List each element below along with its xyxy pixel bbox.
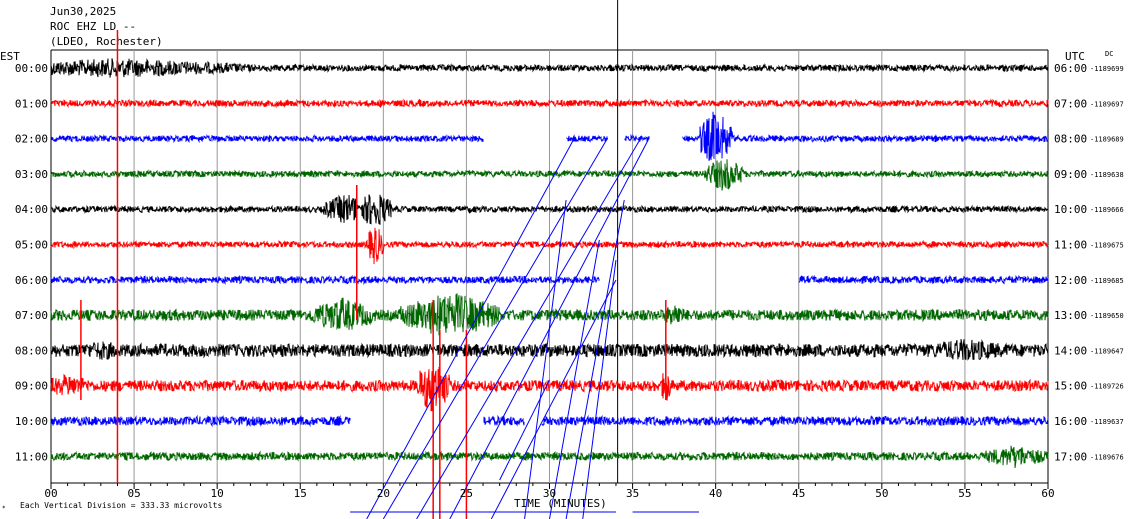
est-hour-label: 02:00	[15, 133, 48, 146]
glitch-line	[366, 137, 575, 519]
est-label: EST	[0, 50, 20, 63]
utc-hour-label: 06:00	[1054, 62, 1087, 75]
trace-line	[50, 58, 1049, 78]
trace-row-0200	[50, 111, 1049, 161]
glitch-line	[382, 137, 609, 519]
dc-label: DC	[1105, 50, 1113, 58]
x-tick-label: 20	[377, 487, 390, 500]
utc-hour-label: 08:00	[1054, 133, 1087, 146]
glitch-line	[524, 199, 567, 519]
dc-offset-label: -1189726	[1090, 383, 1124, 391]
est-hour-label: 00:00	[15, 62, 48, 75]
header-network: (LDEO, Rochester)	[50, 35, 163, 48]
x-axis-label: TIME (MINUTES)	[514, 497, 607, 510]
dc-offset-label: -1189685	[1090, 277, 1124, 285]
dc-offset-label: -1189637	[1090, 418, 1124, 426]
trace-row-0400	[50, 194, 1049, 225]
x-tick-label: 45	[792, 487, 805, 500]
trace-line	[50, 445, 1049, 469]
dc-offset-label: -1189638	[1090, 171, 1124, 179]
dc-offset-label: -1189647	[1090, 347, 1124, 355]
utc-hour-label: 09:00	[1054, 168, 1087, 181]
trace-line	[50, 274, 1049, 286]
est-hour-label: 07:00	[15, 309, 48, 322]
utc-hour-label: 11:00	[1054, 239, 1087, 252]
x-tick-label: 05	[127, 487, 140, 500]
dc-offset-label: -1189676	[1090, 453, 1124, 461]
trace-row-0600	[50, 274, 1049, 286]
trace-line	[50, 339, 1049, 361]
est-hour-label: 11:00	[15, 450, 48, 463]
x-tick-label: 35	[626, 487, 639, 500]
x-tick-label: 55	[958, 487, 971, 500]
glitch-line	[490, 279, 617, 519]
dc-offset-label: -1189697	[1090, 100, 1124, 108]
glitch-line	[582, 259, 617, 519]
header-date: Jun30,2025	[50, 5, 116, 18]
utc-hour-label: 13:00	[1054, 309, 1087, 322]
est-hour-label: 05:00	[15, 239, 48, 252]
trace-row-1000	[50, 414, 1049, 428]
trace-line	[50, 414, 1049, 428]
trace-row-0300	[50, 159, 1049, 191]
dc-offset-label: -1189689	[1090, 136, 1124, 144]
trace-row-0100	[50, 98, 1049, 109]
est-hour-label: 09:00	[15, 380, 48, 393]
utc-hour-label: 12:00	[1054, 274, 1087, 287]
glitch-line	[416, 137, 642, 519]
dc-offset-label: -1189650	[1090, 312, 1124, 320]
trace-line	[50, 111, 1049, 161]
trace-line	[50, 227, 1049, 265]
est-hour-label: 08:00	[15, 344, 48, 357]
est-hour-label: 01:00	[15, 97, 48, 110]
x-tick-label: 60	[1041, 487, 1054, 500]
utc-hour-label: 10:00	[1054, 203, 1087, 216]
corner-mark: *	[2, 505, 6, 512]
x-tick-label: 15	[294, 487, 307, 500]
dc-offset-label: -1189666	[1090, 206, 1124, 214]
x-tick-label: 10	[211, 487, 224, 500]
x-tick-label: 40	[709, 487, 722, 500]
glitch-line	[499, 379, 550, 481]
trace-row-0000	[50, 58, 1049, 78]
est-hour-label: 06:00	[15, 274, 48, 287]
est-hour-label: 10:00	[15, 415, 48, 428]
trace-row-1100	[50, 445, 1049, 469]
utc-hour-label: 17:00	[1054, 450, 1087, 463]
trace-row-0700	[50, 293, 1049, 336]
utc-hour-label: 07:00	[1054, 97, 1087, 110]
scale-note: Each Vertical Division = 333.33 microvol…	[20, 501, 222, 510]
trace-line	[50, 98, 1049, 109]
grid	[50, 0, 1049, 489]
glitch-line	[549, 239, 600, 519]
x-tick-label: 30	[543, 487, 556, 500]
trace-row-0900	[50, 366, 1049, 412]
header-station: ROC EHZ LD --	[50, 20, 136, 33]
trace-line	[50, 159, 1049, 191]
utc-hour-label: 14:00	[1054, 344, 1087, 357]
utc-label: UTC	[1065, 50, 1085, 63]
est-hour-label: 04:00	[15, 203, 48, 216]
dc-offset-label: -1189675	[1090, 242, 1124, 250]
utc-hour-label: 16:00	[1054, 415, 1087, 428]
trace-line	[50, 293, 1049, 336]
x-tick-label: 50	[875, 487, 888, 500]
trace-line	[50, 366, 1049, 412]
x-tick-label: 25	[460, 487, 473, 500]
glitch-line	[565, 199, 625, 519]
trace-row-0800	[50, 339, 1049, 361]
x-tick-label: 00	[44, 487, 57, 500]
trace-line	[50, 194, 1049, 225]
utc-hour-label: 15:00	[1054, 380, 1087, 393]
dc-offset-label: -1189699	[1090, 65, 1124, 73]
trace-row-0500	[50, 227, 1049, 265]
est-hour-label: 03:00	[15, 168, 48, 181]
traces	[50, 30, 1049, 519]
